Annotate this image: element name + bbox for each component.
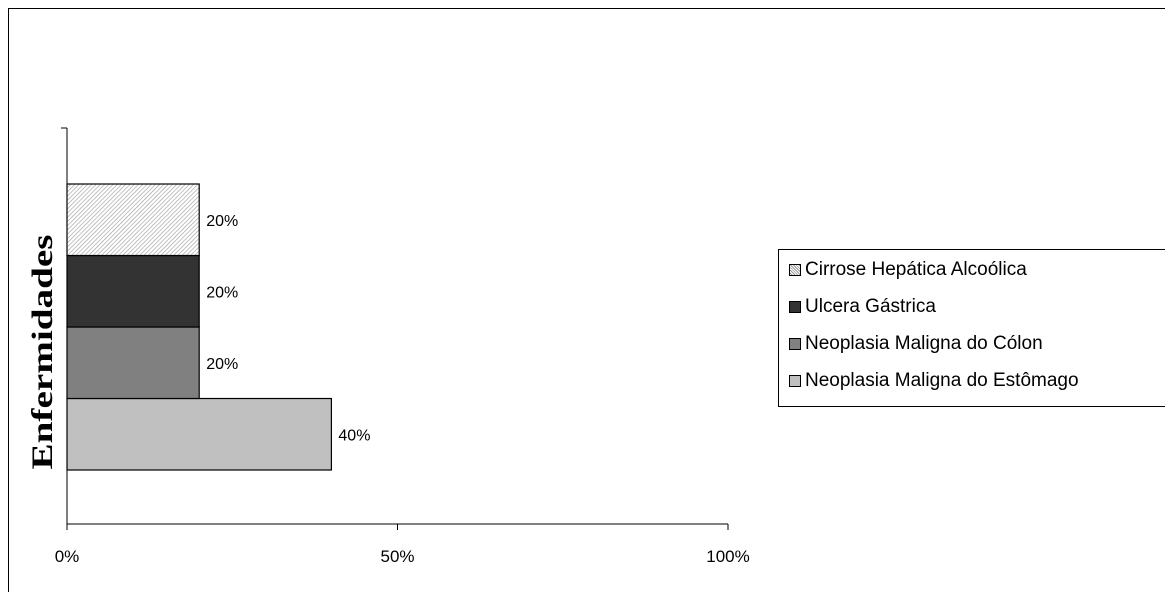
- legend-item: Ulcera Gástrica: [789, 296, 936, 318]
- legend-swatch-estomago: [789, 375, 801, 387]
- bar-3: [66, 254, 200, 328]
- y-axis-title: Enfermidades: [26, 235, 59, 470]
- x-tick-label-1: 0%: [55, 547, 80, 566]
- legend-label: Neoplasia Maligna do Cólon: [805, 333, 1043, 354]
- legend-item: Neoplasia Maligna do Cólon: [789, 333, 1043, 355]
- data-label-1: 40%: [338, 427, 370, 444]
- legend-label: Cirrose Hepática Alcoólica: [805, 259, 1027, 280]
- bar-2: [66, 326, 200, 400]
- chart-frame: [8, 8, 1165, 592]
- legend-label: Neoplasia Maligna do Estômago: [805, 370, 1079, 391]
- legend-swatch-colon: [789, 338, 801, 350]
- bar-1: [66, 397, 332, 471]
- data-label-2: 20%: [206, 356, 238, 373]
- legend-item: Cirrose Hepática Alcoólica: [789, 259, 1027, 281]
- legend: Cirrose Hepática Alcoólica Ulcera Gástri…: [778, 249, 1165, 407]
- data-label-3: 20%: [206, 284, 238, 301]
- legend-swatch-ulcera: [789, 301, 801, 313]
- x-tick-label-3: 100%: [706, 547, 749, 566]
- bar-4: [66, 183, 200, 257]
- data-label-4: 20%: [206, 213, 238, 230]
- legend-item: Neoplasia Maligna do Estômago: [789, 370, 1079, 392]
- x-tick-label-2: 50%: [380, 547, 414, 566]
- legend-swatch-cirrose: [789, 264, 801, 276]
- legend-label: Ulcera Gástrica: [805, 296, 936, 317]
